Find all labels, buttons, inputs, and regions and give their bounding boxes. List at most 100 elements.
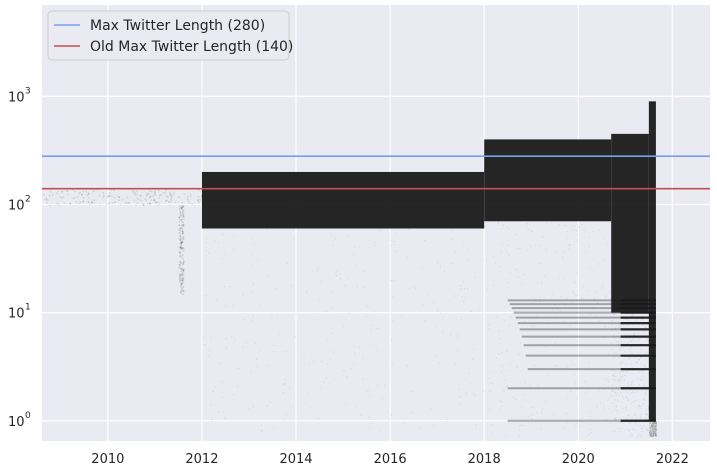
scatter-point — [187, 200, 190, 202]
scatter-point — [651, 428, 654, 430]
scatter-point — [339, 278, 342, 280]
scatter-point — [614, 352, 616, 354]
scatter-point — [651, 422, 654, 424]
scatter-point — [607, 353, 609, 355]
x-tick-label: 2018 — [468, 452, 501, 467]
scatter-point — [652, 423, 655, 425]
scatter-point — [613, 379, 615, 381]
scatter-point — [613, 375, 615, 377]
scatter-point — [564, 304, 566, 307]
scatter-point — [178, 267, 181, 269]
scatter-point — [355, 406, 357, 408]
scatter-point — [379, 429, 381, 431]
scatter-point — [111, 202, 114, 205]
scatter-point — [47, 199, 49, 201]
scatter-point — [632, 428, 634, 430]
scatter-point — [234, 338, 237, 340]
scatter-point — [651, 427, 653, 429]
scatter-point — [182, 218, 185, 221]
scatter-point — [98, 204, 101, 206]
scatter-point — [615, 379, 617, 381]
scatter-point — [652, 433, 654, 435]
scatter-point — [635, 319, 637, 321]
scatter-point — [628, 340, 631, 342]
scatter-point — [626, 391, 628, 393]
scatter-point — [635, 412, 637, 414]
scatter-point — [628, 435, 630, 437]
scatter-point — [274, 288, 277, 290]
scatter-point — [87, 196, 90, 199]
scatter-point — [197, 196, 200, 198]
scatter-point — [252, 315, 254, 317]
scatter-point — [655, 423, 657, 425]
reference-lines — [42, 155, 710, 190]
scatter-point — [630, 363, 632, 365]
scatter-point — [158, 203, 161, 206]
scatter-point — [451, 262, 453, 265]
scatter-point — [368, 416, 370, 418]
scatter-point — [178, 273, 181, 276]
scatter-point — [181, 210, 184, 212]
scatter-point — [424, 320, 426, 322]
scatter-point — [634, 334, 636, 337]
scatter-point — [261, 424, 263, 426]
scatter-point — [152, 195, 155, 197]
scatter-point — [519, 247, 521, 250]
scatter-point — [655, 434, 657, 436]
scatter-point — [178, 208, 181, 211]
scatter-point — [318, 299, 320, 301]
scatter-point — [655, 430, 657, 432]
scatter-point — [624, 379, 626, 381]
scatter-point — [653, 435, 655, 437]
scatter-point — [545, 277, 547, 279]
scatter-point — [181, 278, 184, 280]
scatter-point — [439, 265, 441, 267]
scatter-point — [641, 379, 643, 381]
scatter-point — [652, 426, 654, 428]
scatter-point — [493, 255, 495, 257]
scatter-point — [205, 242, 207, 244]
scatter-point — [182, 259, 185, 261]
scatter-point — [335, 272, 337, 274]
scatter-point — [255, 358, 258, 360]
scatter-point — [652, 432, 654, 434]
scatter-point — [640, 356, 642, 358]
scatter-point — [585, 303, 587, 305]
scatter-point — [533, 407, 535, 409]
scatter-point — [111, 195, 113, 198]
scatter-point — [625, 363, 627, 365]
scatter-point — [630, 435, 632, 437]
scatter-point — [179, 246, 182, 248]
scatter-point — [377, 385, 379, 387]
scatter-point — [655, 423, 657, 425]
scatter-point — [596, 302, 598, 304]
scatter-point — [179, 264, 181, 267]
scatter-point — [653, 426, 655, 428]
scatter-point — [74, 196, 76, 199]
scatter-point — [55, 192, 58, 195]
scatter-point — [292, 405, 294, 407]
scatter-point — [640, 414, 642, 416]
scatter-point — [504, 249, 506, 251]
scatter-point — [155, 201, 157, 204]
scatter-point — [366, 390, 368, 392]
scatter-point — [650, 435, 652, 438]
scatter-point — [605, 296, 607, 298]
scatter-point — [43, 193, 45, 196]
scatter-point — [623, 397, 625, 399]
scatter-point — [612, 395, 614, 397]
scatter-point — [621, 402, 624, 404]
scatter-point — [645, 427, 647, 430]
scatter-point — [252, 265, 254, 267]
scatter-point — [564, 321, 566, 323]
scatter-point — [113, 196, 116, 199]
scatter-point — [545, 346, 547, 348]
scatter-point — [634, 421, 636, 423]
scatter-point — [593, 299, 595, 301]
scatter-point — [518, 426, 521, 428]
scatter-point — [617, 412, 619, 415]
scatter-point — [214, 240, 216, 242]
scatter-point — [572, 291, 574, 294]
scatter-point — [649, 428, 651, 430]
scatter-point — [558, 277, 560, 280]
